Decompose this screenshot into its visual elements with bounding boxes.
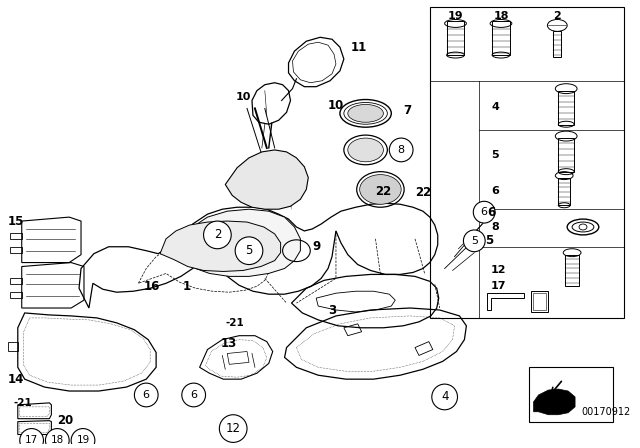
Circle shape	[389, 138, 413, 162]
Text: 2: 2	[554, 11, 561, 21]
Text: 19: 19	[448, 11, 463, 21]
Bar	[430, 7, 625, 318]
Text: 4: 4	[491, 103, 499, 112]
Polygon shape	[534, 389, 575, 415]
Circle shape	[463, 230, 485, 252]
Text: 18: 18	[51, 435, 64, 445]
Text: 22: 22	[415, 186, 431, 199]
Text: 11: 11	[351, 41, 367, 54]
Text: 16: 16	[143, 280, 159, 293]
Text: 13: 13	[221, 337, 237, 350]
Text: 4: 4	[441, 391, 449, 404]
Text: 6: 6	[143, 390, 150, 400]
Circle shape	[45, 429, 69, 448]
Text: 8: 8	[397, 145, 404, 155]
Text: 20: 20	[58, 414, 74, 427]
Text: 2: 2	[214, 228, 221, 241]
Text: 5: 5	[485, 234, 493, 247]
Ellipse shape	[348, 138, 383, 162]
Text: 7: 7	[403, 104, 412, 117]
Circle shape	[71, 429, 95, 448]
Circle shape	[204, 221, 231, 249]
Circle shape	[182, 383, 205, 407]
Text: 3: 3	[328, 305, 336, 318]
Circle shape	[474, 201, 495, 223]
Text: 6: 6	[491, 186, 499, 196]
Text: 9: 9	[312, 240, 321, 253]
Circle shape	[220, 415, 247, 443]
Text: 8: 8	[491, 222, 499, 232]
Text: -21: -21	[225, 318, 244, 328]
Text: 5: 5	[491, 150, 499, 160]
Text: 17: 17	[491, 281, 507, 291]
Text: 1: 1	[183, 280, 191, 293]
Ellipse shape	[572, 222, 594, 232]
Ellipse shape	[348, 104, 383, 122]
Polygon shape	[225, 150, 308, 209]
Ellipse shape	[360, 175, 401, 204]
Text: 18: 18	[493, 11, 509, 21]
Text: 10: 10	[236, 91, 251, 102]
Circle shape	[20, 429, 44, 448]
Text: 14: 14	[8, 373, 24, 386]
Text: -21: -21	[14, 398, 33, 408]
Text: 12: 12	[491, 266, 507, 276]
Text: 17: 17	[25, 435, 38, 445]
Text: 5: 5	[471, 236, 478, 246]
Text: 5: 5	[245, 244, 253, 257]
Text: 10: 10	[328, 99, 344, 112]
Bar	[529, 367, 612, 422]
Polygon shape	[183, 209, 300, 276]
Circle shape	[134, 383, 158, 407]
Polygon shape	[160, 221, 280, 271]
Circle shape	[432, 384, 458, 410]
Text: 12: 12	[226, 422, 241, 435]
Text: 19: 19	[76, 435, 90, 445]
Text: 6: 6	[190, 390, 197, 400]
Text: 6: 6	[481, 207, 488, 217]
Text: 15: 15	[8, 215, 24, 228]
Text: 00170912: 00170912	[581, 407, 630, 417]
Text: 6: 6	[487, 206, 495, 219]
Circle shape	[235, 237, 263, 264]
Text: 22: 22	[376, 185, 392, 198]
